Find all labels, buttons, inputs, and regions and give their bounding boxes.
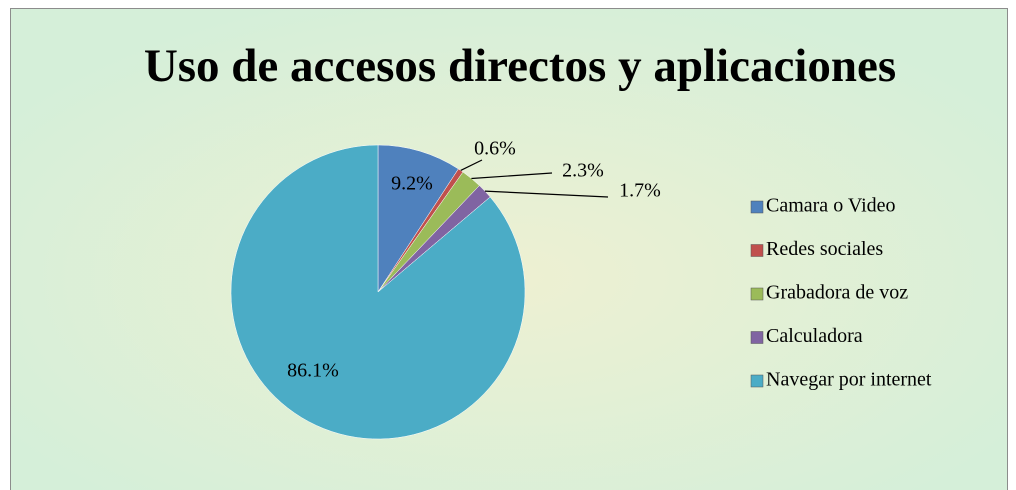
data-label: 86.1% <box>287 360 339 382</box>
legend-swatch <box>750 200 764 214</box>
legend-label: Calculadora <box>766 325 863 347</box>
legend-label: Camara o Video <box>766 195 896 217</box>
data-label: 9.2% <box>391 173 433 195</box>
pie-slice <box>230 144 526 440</box>
pie-slice <box>377 144 459 293</box>
leader-line <box>460 159 483 172</box>
leader-line <box>471 172 553 180</box>
legend-swatch <box>750 287 764 301</box>
legend-label: Grabadora de voz <box>766 282 908 304</box>
legend-swatch <box>750 331 764 344</box>
legend-swatch <box>750 244 764 257</box>
leader-line <box>484 190 609 198</box>
legend-label: Navegar por internet <box>766 369 932 391</box>
data-label: 1.7% <box>619 180 661 202</box>
legend-swatch <box>750 374 764 388</box>
chart-title: Uso de accesos directos y aplicaciones <box>144 40 896 92</box>
data-label: 0.6% <box>474 138 516 160</box>
legend-label: Redes sociales <box>766 238 883 260</box>
data-label: 2.3% <box>562 160 604 182</box>
